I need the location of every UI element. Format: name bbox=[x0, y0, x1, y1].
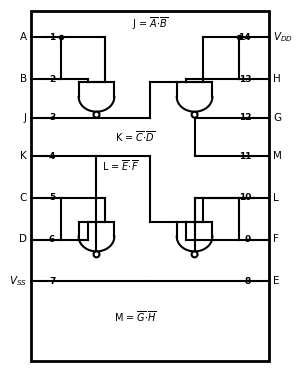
Text: 12: 12 bbox=[238, 113, 251, 122]
Text: E: E bbox=[273, 276, 280, 286]
Circle shape bbox=[192, 112, 198, 118]
Text: L = $\overline{E}$$\cdot$$\overline{F}$: L = $\overline{E}$$\cdot$$\overline{F}$ bbox=[102, 158, 139, 173]
Text: 3: 3 bbox=[49, 113, 55, 122]
Text: C: C bbox=[19, 193, 27, 203]
Circle shape bbox=[94, 251, 100, 257]
Text: 11: 11 bbox=[238, 152, 251, 161]
Text: 7: 7 bbox=[49, 277, 55, 286]
Text: B: B bbox=[20, 74, 27, 84]
Text: L: L bbox=[273, 193, 279, 203]
Text: A: A bbox=[20, 32, 27, 42]
Text: D: D bbox=[19, 234, 27, 244]
Text: G: G bbox=[273, 113, 281, 123]
Text: 9: 9 bbox=[245, 235, 251, 244]
Text: 13: 13 bbox=[238, 74, 251, 83]
Text: K: K bbox=[20, 151, 27, 161]
Text: 8: 8 bbox=[245, 277, 251, 286]
Text: $V_{SS}$: $V_{SS}$ bbox=[9, 274, 27, 288]
Text: 6: 6 bbox=[49, 235, 55, 244]
Circle shape bbox=[94, 112, 100, 118]
Text: $V_{DD}$: $V_{DD}$ bbox=[273, 31, 293, 44]
Text: K = $\overline{C}$$\cdot$$\overline{D}$: K = $\overline{C}$$\cdot$$\overline{D}$ bbox=[115, 129, 155, 144]
Text: H: H bbox=[273, 74, 281, 84]
Text: J: J bbox=[24, 113, 27, 123]
Text: J = $\overline{A}$$\cdot$$\overline{B}$: J = $\overline{A}$$\cdot$$\overline{B}$ bbox=[132, 16, 168, 32]
Text: 1: 1 bbox=[49, 33, 55, 42]
Text: M = $\overline{G}$$\cdot$$\overline{H}$: M = $\overline{G}$$\cdot$$\overline{H}$ bbox=[114, 310, 157, 324]
Circle shape bbox=[192, 251, 198, 257]
Text: M: M bbox=[273, 151, 282, 161]
Text: 5: 5 bbox=[49, 193, 55, 202]
Text: 14: 14 bbox=[238, 33, 251, 42]
Text: 4: 4 bbox=[49, 152, 55, 161]
Text: 2: 2 bbox=[49, 74, 55, 83]
Text: F: F bbox=[273, 234, 279, 244]
Text: 10: 10 bbox=[239, 193, 251, 202]
